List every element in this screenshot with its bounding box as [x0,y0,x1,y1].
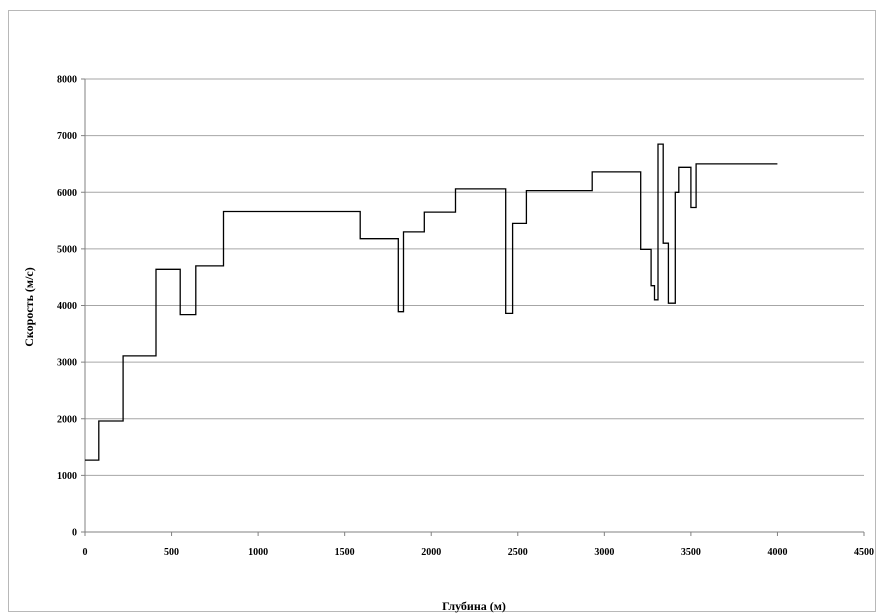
plot-area [85,143,778,461]
x-tick-label-2: 1000 [248,547,268,558]
grid-lines [85,78,864,476]
y-axis-title: Скорость (м/с) [22,267,36,347]
chart-frame [8,10,876,612]
axes [81,78,865,536]
y-tick-label-1: 1000 [57,471,77,482]
y-tick-label-5: 5000 [57,244,77,255]
y-tick-label-4: 4000 [57,301,77,312]
x-tick-label-6: 3000 [594,547,614,558]
y-tick-label-3: 3000 [57,358,77,369]
x-tick-label-5: 2500 [508,547,528,558]
y-tick-label-6: 6000 [57,188,77,199]
y-tick-label-7: 7000 [57,131,77,142]
x-tick-label-3: 1500 [335,547,355,558]
x-axis-title: Глубина (м) [442,599,506,613]
x-tick-label-4: 2000 [421,547,441,558]
x-tick-label-1: 500 [164,547,179,558]
x-tick-labels: 0 500 1000 1500 2000 2500 3000 3500 4000 4500 [83,547,875,558]
x-tick-label-0: 0 [83,547,88,558]
y-tick-label-8: 8000 [57,75,77,86]
series-line-0 [85,143,778,461]
x-tick-label-8: 4000 [767,547,787,558]
y-tick-label-0: 0 [72,528,77,539]
x-tick-label-7: 3500 [681,547,701,558]
y-tick-labels: 0 1000 2000 3000 4000 5000 6000 7000 8000 [57,75,77,539]
x-tick-label-9: 4500 [854,547,874,558]
y-tick-label-2: 2000 [57,414,77,425]
